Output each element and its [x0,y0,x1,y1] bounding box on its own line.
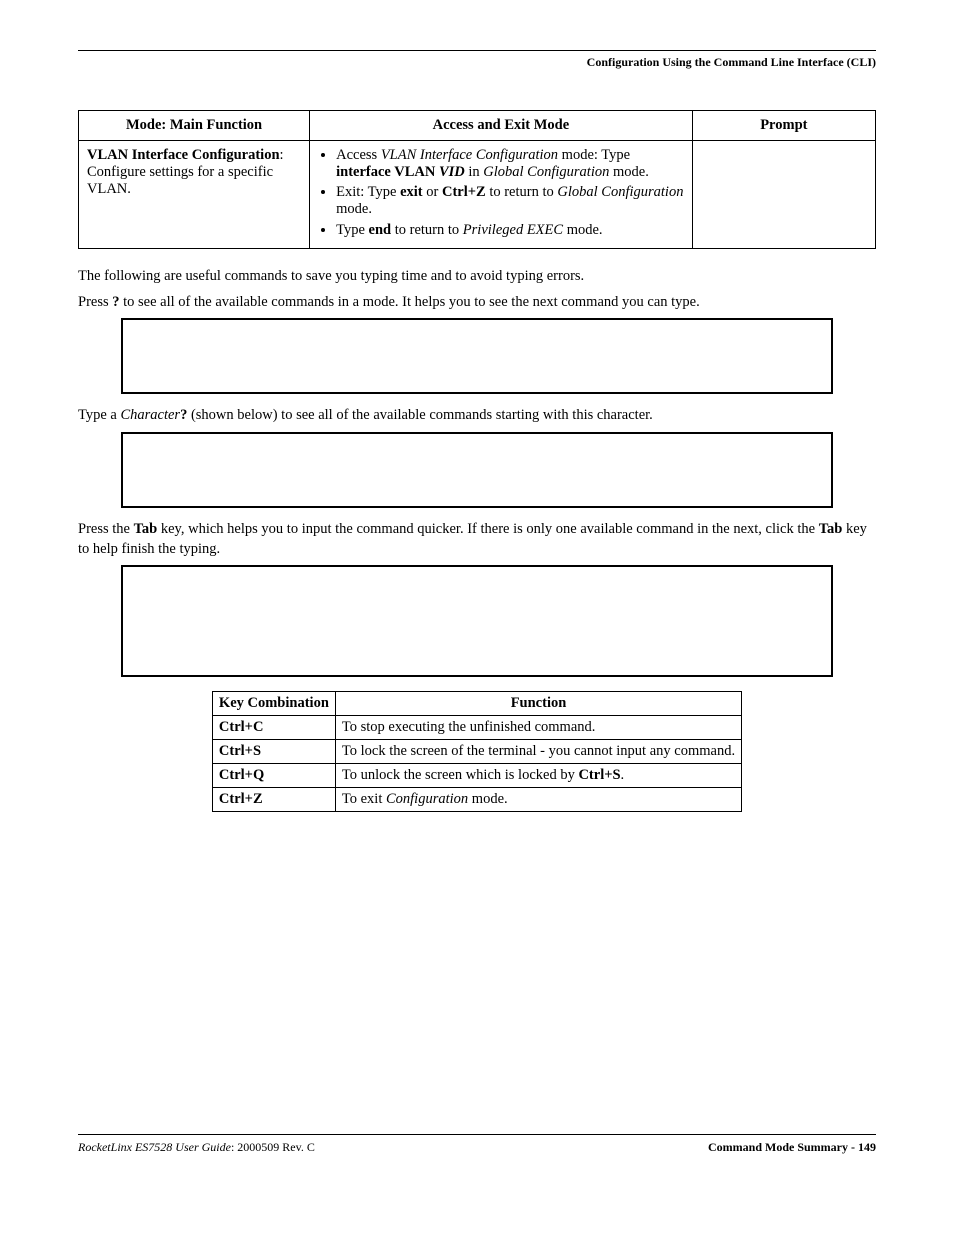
text: interface VLAN [336,164,439,180]
text: Tab [134,521,158,537]
table-header-row: Mode: Main Function Access and Exit Mode… [79,111,876,141]
text: Exit: Type [336,184,400,200]
text: mode: Type [558,147,630,163]
page-header: Configuration Using the Command Line Int… [78,55,876,70]
text: Press [78,294,112,310]
footer-left: RocketLinx ES7528 User Guide: 2000509 Re… [78,1140,315,1155]
table-row: Ctrl+S To lock the screen of the termina… [212,740,741,764]
key-cell: Ctrl+C [212,716,335,740]
footer-row: RocketLinx ES7528 User Guide: 2000509 Re… [78,1140,876,1155]
text: exit [400,184,423,200]
list-item: Exit: Type exit or Ctrl+Z to return to G… [336,184,684,217]
table-row: VLAN Interface Configuration: Configure … [79,141,876,249]
code-box [121,432,833,508]
text: in [465,164,484,180]
text: mode. [563,222,602,238]
text: or [423,184,442,200]
access-list: Access VLAN Interface Configuration mode… [318,147,684,238]
key-cell: Ctrl+S [212,740,335,764]
text: . [621,767,625,783]
text: VID [439,164,465,180]
text: to return to [486,184,558,200]
paragraph: Press the Tab key, which helps you to in… [78,520,876,559]
keys-table: Key Combination Function Ctrl+C To stop … [212,691,742,812]
text: Type a [78,407,120,423]
mode-cell: VLAN Interface Configuration: Configure … [79,141,310,249]
text: Global Configuration [557,184,683,200]
th-mode: Mode: Main Function [79,111,310,141]
mode-name: VLAN Interface Configuration [87,147,280,163]
key-cell: Ctrl+Q [212,764,335,788]
text: to return to [391,222,463,238]
list-item: Type end to return to Privileged EXEC mo… [336,222,684,239]
table-row: Ctrl+Q To unlock the screen which is loc… [212,764,741,788]
text: Access [336,147,381,163]
text: end [369,222,392,238]
text: mode. [609,164,648,180]
text: Type [336,222,368,238]
text: ? [112,294,119,310]
footer-title: RocketLinx ES7528 User Guide [78,1140,231,1154]
text: key, which helps you to input the comman… [157,521,818,537]
access-cell: Access VLAN Interface Configuration mode… [310,141,693,249]
prompt-cell [692,141,875,249]
text: VLAN Interface Configuration [381,147,558,163]
text: mode. [336,201,372,217]
table-row: Ctrl+Z To exit Configuration mode. [212,788,741,812]
text: Tab [819,521,843,537]
text: Press the [78,521,134,537]
th-access: Access and Exit Mode [310,111,693,141]
list-item: Access VLAN Interface Configuration mode… [336,147,684,180]
text: Global Configuration [483,164,609,180]
th-prompt: Prompt [692,111,875,141]
text: mode. [468,791,507,807]
function-cell: To exit Configuration mode. [335,788,741,812]
footer-rev: : 2000509 Rev. C [231,1140,315,1154]
code-box [121,318,833,394]
paragraph: The following are useful commands to sav… [78,267,876,287]
footer-right: Command Mode Summary - 149 [708,1140,876,1155]
paragraph: Type a Character? (shown below) to see a… [78,406,876,426]
th-key: Key Combination [212,692,335,716]
page-footer: RocketLinx ES7528 User Guide: 2000509 Re… [78,1134,876,1155]
th-function: Function [335,692,741,716]
text: Character [120,407,180,423]
text: Privileged EXEC [463,222,563,238]
footer-rule [78,1134,876,1135]
text: Ctrl+S [578,767,620,783]
text: (shown below) to see all of the availabl… [187,407,652,423]
key-cell: Ctrl+Z [212,788,335,812]
modes-table: Mode: Main Function Access and Exit Mode… [78,110,876,249]
text: Configuration [386,791,468,807]
text: Ctrl+Z [442,184,486,200]
function-cell: To stop executing the unfinished command… [335,716,741,740]
function-cell: To unlock the screen which is locked by … [335,764,741,788]
code-box [121,565,833,677]
text: To unlock the screen which is locked by [342,767,579,783]
page-container: Configuration Using the Command Line Int… [0,0,954,1185]
text: To exit [342,791,386,807]
header-rule [78,50,876,51]
table-header-row: Key Combination Function [212,692,741,716]
text: to see all of the available commands in … [120,294,700,310]
table-row: Ctrl+C To stop executing the unfinished … [212,716,741,740]
function-cell: To lock the screen of the terminal - you… [335,740,741,764]
paragraph: Press ? to see all of the available comm… [78,293,876,313]
